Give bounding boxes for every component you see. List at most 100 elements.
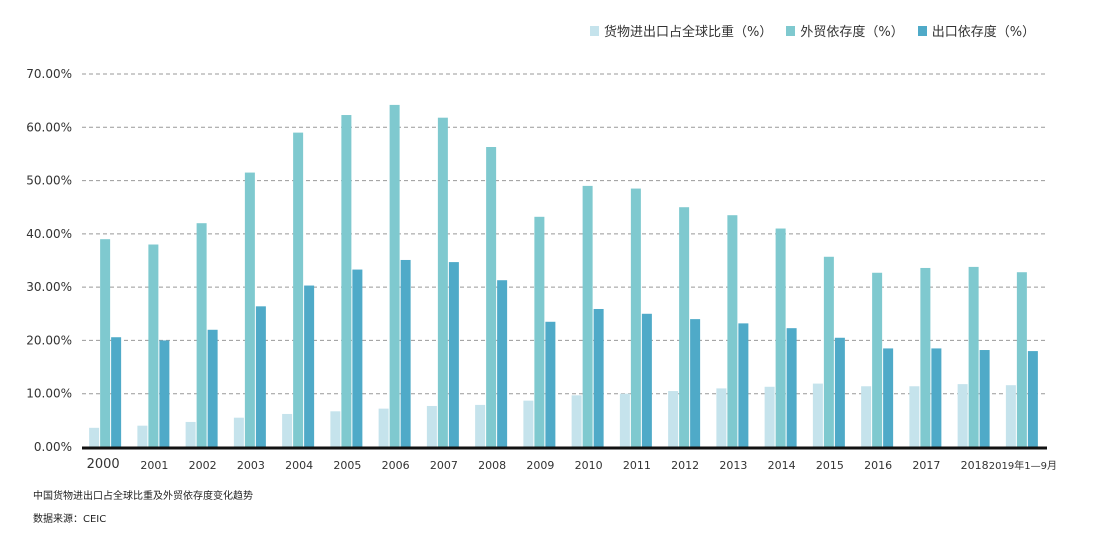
x-tick-label: 2009	[526, 459, 554, 472]
bar-series-2	[341, 115, 352, 447]
y-tick-label: 30.00%	[26, 280, 72, 294]
legend-item-trade-dependence: 外贸依存度（%）	[786, 21, 904, 40]
y-axis-tick-labels: 0.00% 10.00% 20.00% 30.00% 40.00% 50.00% 60.00…	[26, 67, 72, 454]
bar-series-3	[641, 313, 652, 447]
x-tick-label: 2008	[478, 459, 506, 472]
bar-series-1	[475, 404, 486, 447]
y-tick-label: 0.00%	[34, 440, 72, 454]
bar-series-3	[786, 328, 797, 447]
x-tick-label: 2006	[382, 459, 410, 472]
legend-swatch-trade-dependence	[786, 25, 796, 36]
legend-item-global-share: 货物进出口占全球比重（%）	[590, 21, 772, 40]
bar-series-2	[582, 185, 593, 447]
bar-series-1	[861, 386, 872, 447]
y-tick-label: 50.00%	[26, 174, 72, 188]
x-tick-label: 2003	[237, 459, 265, 472]
bar-series-2	[148, 244, 159, 447]
bar-series-3	[545, 321, 556, 447]
bar-series-1	[330, 411, 341, 447]
bar-series-1	[716, 388, 727, 447]
chart-caption: 中国货物进出口占全球比重及外贸依存度变化趋势	[33, 491, 253, 502]
bar-series-2	[679, 207, 690, 447]
x-tick-label: 2013	[719, 459, 747, 472]
x-axis-tick-labels: 2000 2001 2002 2003 2004 2005 2006 2007 2008 2009…	[87, 457, 1057, 472]
legend-swatch-export-dependence	[917, 25, 927, 36]
bar-series-3	[931, 348, 942, 447]
bar-series-2	[872, 272, 883, 447]
y-tick-label: 10.00%	[26, 387, 72, 401]
bar-series-2	[293, 132, 304, 447]
legend-label-export-dependence: 出口依存度（%）	[931, 25, 1036, 40]
y-tick-label: 40.00%	[26, 227, 72, 241]
bar-series-1	[523, 400, 534, 447]
bar-series-2	[968, 266, 979, 447]
x-tick-label: 2015	[816, 459, 844, 472]
y-tick-label: 70.00%	[26, 67, 72, 81]
bar-series-2	[196, 223, 207, 447]
x-tick-label: 2005	[333, 459, 361, 472]
x-tick-label: 2001	[140, 459, 168, 472]
bar-series-2	[486, 147, 497, 447]
x-tick-label: 2010	[575, 459, 603, 472]
y-tick-label: 60.00%	[26, 120, 72, 134]
bar-series-2	[823, 256, 834, 447]
x-tick-label: 2011	[623, 459, 651, 472]
bar-series-2	[244, 172, 255, 448]
bar-series-3	[979, 350, 990, 447]
bar-series-3	[304, 285, 315, 447]
x-tick-label: 2016	[864, 459, 892, 472]
bar-series-1	[137, 425, 148, 447]
bar-series-2	[630, 188, 641, 448]
bar-series-3	[593, 308, 604, 447]
bar-series-2	[1016, 272, 1027, 447]
bar-series-3	[111, 337, 122, 447]
bar-series-2	[437, 117, 448, 448]
bar-series-3	[400, 259, 411, 447]
legend-label-global-share: 货物进出口占全球比重（%）	[604, 25, 773, 40]
bar-series-3	[690, 319, 701, 447]
grid-lines	[82, 73, 1047, 395]
x-tick-label: 2007	[430, 459, 458, 472]
bar-series-2	[727, 215, 738, 447]
bar-series-3	[255, 306, 266, 447]
bar-series-3	[738, 323, 749, 447]
bar-series-3	[883, 348, 894, 447]
bar-series-1	[571, 395, 582, 447]
bar-series-1	[233, 417, 244, 447]
chart-legend: 货物进出口占全球比重（%） 外贸依存度（%） 出口依存度（%）	[590, 21, 1035, 40]
x-tick-label: 2018	[961, 459, 989, 472]
bar-series-1	[909, 386, 920, 447]
bar-series-1	[426, 405, 437, 447]
legend-label-trade-dependence: 外贸依存度（%）	[800, 25, 904, 40]
bars	[82, 104, 1047, 450]
bar-series-3	[207, 329, 218, 447]
bar-series-1	[1005, 385, 1016, 447]
y-tick-label: 20.00%	[26, 333, 72, 347]
legend-item-export-dependence: 出口依存度（%）	[917, 21, 1036, 40]
bar-series-2	[100, 239, 111, 447]
bar-series-1	[957, 384, 968, 447]
bar-series-3	[1027, 351, 1038, 447]
bar-series-1	[619, 393, 630, 447]
x-tick-label: 2000	[87, 457, 120, 472]
bar-series-1	[668, 391, 679, 447]
bar-series-3	[352, 269, 363, 447]
x-tick-label: 2002	[189, 459, 217, 472]
legend-swatch-global-share	[590, 25, 599, 36]
bar-series-1	[812, 383, 823, 447]
x-tick-label: 2004	[285, 459, 313, 472]
bar-series-1	[89, 427, 100, 447]
x-tick-label: 2012	[671, 459, 699, 472]
bar-series-1	[185, 421, 196, 447]
bar-series-1	[282, 413, 293, 447]
bar-series-3	[497, 280, 508, 447]
x-tick-label: 2019年1—9月	[989, 459, 1057, 472]
x-tick-label: 2017	[912, 459, 940, 472]
bar-series-3	[159, 340, 170, 447]
x-tick-label: 2014	[768, 459, 796, 472]
bar-series-1	[764, 386, 775, 447]
bar-series-2	[389, 104, 400, 448]
bar-series-3	[448, 262, 459, 447]
bar-series-2	[920, 267, 931, 447]
